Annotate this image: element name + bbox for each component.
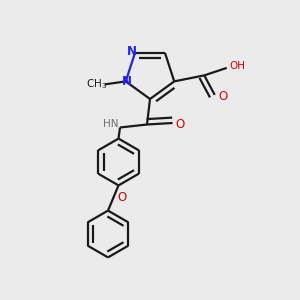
Text: O: O — [218, 90, 228, 103]
Text: O: O — [118, 191, 127, 205]
Text: O: O — [176, 118, 185, 131]
Text: OH: OH — [229, 61, 245, 71]
Text: N: N — [127, 45, 137, 58]
Text: N: N — [122, 75, 132, 88]
Text: CH$_3$: CH$_3$ — [86, 77, 107, 91]
Text: HN: HN — [103, 119, 118, 130]
